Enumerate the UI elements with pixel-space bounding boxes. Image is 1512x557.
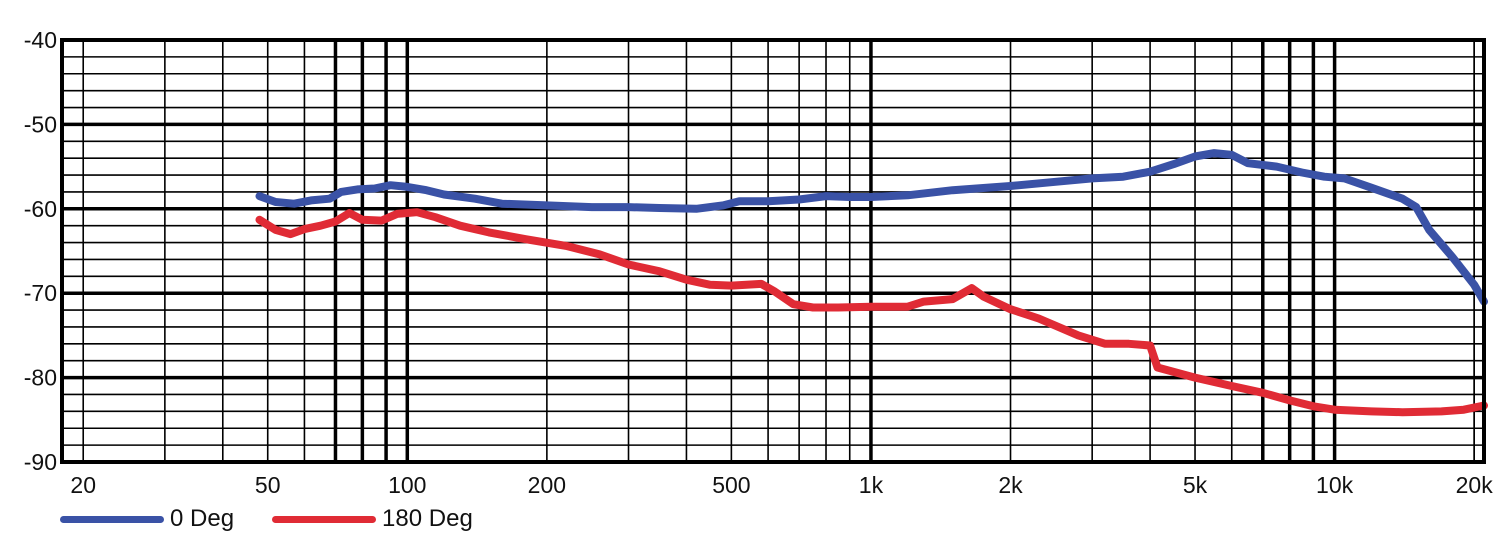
- series-line-180-deg: [255, 208, 1488, 417]
- y-tick-label: -80: [24, 365, 57, 391]
- y-tick-label: -40: [24, 27, 57, 53]
- legend-item-180-deg: 180 Deg: [272, 505, 473, 533]
- grid: [62, 38, 1484, 464]
- legend-item-0-deg: 0 Deg: [60, 505, 234, 533]
- plot-frame: [60, 38, 1486, 464]
- x-tick-label: 2k: [998, 472, 1023, 498]
- legend-label: 0 Deg: [170, 505, 235, 532]
- x-tick-label: 10k: [1316, 472, 1354, 498]
- x-tick-label: 5k: [1183, 472, 1208, 498]
- series-line-0-deg: [255, 149, 1488, 306]
- legend-label: 180 Deg: [382, 505, 473, 532]
- legend-swatch: [60, 515, 164, 523]
- x-tick-label: 200: [528, 472, 566, 498]
- x-tick-label: 1k: [859, 472, 884, 498]
- x-tick-label: 20: [70, 472, 96, 498]
- series-lines: [255, 149, 1488, 417]
- y-tick-label: -60: [24, 196, 57, 222]
- y-tick-label: -50: [24, 111, 57, 137]
- tick-labels: 20 50 100 200 500 1k 2k 5k 10k 20k -40 -50 -60 -70 -80…: [24, 27, 1493, 498]
- x-tick-label: 50: [255, 472, 281, 498]
- x-tick-label: 20k: [1456, 472, 1494, 498]
- y-tick-label: -90: [24, 449, 57, 475]
- x-tick-label: 100: [388, 472, 426, 498]
- x-tick-label: 500: [712, 472, 750, 498]
- y-tick-label: -70: [24, 280, 57, 306]
- legend: 0 Deg 180 Deg: [60, 505, 511, 533]
- legend-swatch: [272, 515, 377, 523]
